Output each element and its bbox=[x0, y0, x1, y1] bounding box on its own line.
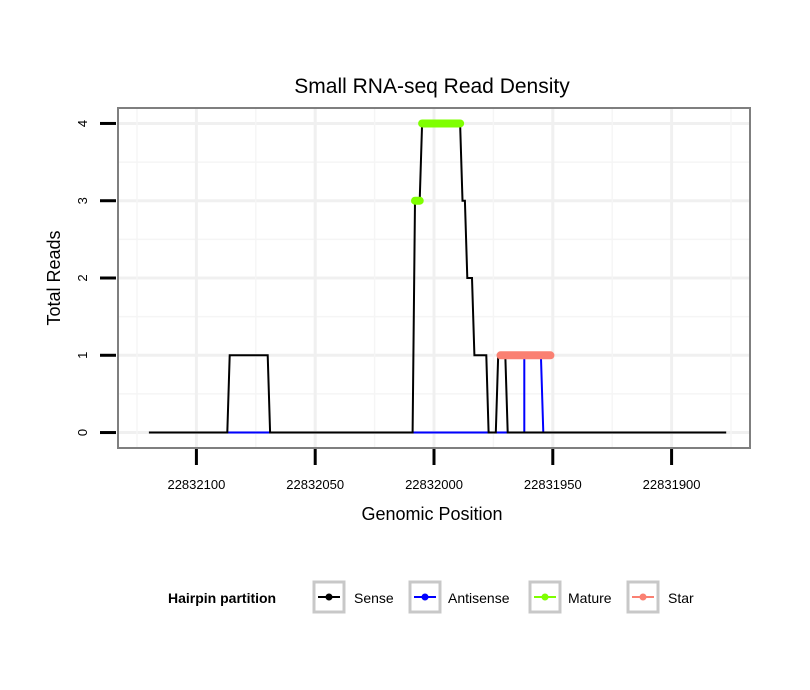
legend-label-sense: Sense bbox=[354, 590, 394, 606]
x-axis-title: Genomic Position bbox=[361, 504, 502, 524]
legend-title: Hairpin partition bbox=[168, 590, 276, 606]
legend-key-dot-mature bbox=[541, 593, 549, 601]
y-tick-label: 2 bbox=[75, 274, 90, 281]
x-tick-label: 22832000 bbox=[405, 477, 463, 492]
y-axis-title: Total Reads bbox=[44, 230, 64, 325]
legend-label-antisense: Antisense bbox=[448, 590, 510, 606]
y-axis: 0 1 2 3 4 bbox=[75, 120, 116, 436]
chart-title: Small RNA-seq Read Density bbox=[294, 75, 570, 98]
data-layer bbox=[148, 119, 727, 434]
legend-key-dot-antisense bbox=[421, 593, 429, 601]
x-tick-label: 22831900 bbox=[643, 477, 701, 492]
y-tick-label: 0 bbox=[75, 429, 90, 436]
x-axis: 22832100 22832050 22832000 22831950 22831900 bbox=[167, 449, 701, 492]
x-tick-label: 22831950 bbox=[524, 477, 582, 492]
x-tick-label: 22832100 bbox=[167, 477, 225, 492]
y-tick-label: 1 bbox=[75, 352, 90, 359]
series-line-sense bbox=[148, 122, 727, 434]
x-tick-label: 22832050 bbox=[286, 477, 344, 492]
y-tick-label: 3 bbox=[75, 197, 90, 204]
legend-key-dot-star bbox=[639, 593, 647, 601]
legend-label-star: Star bbox=[668, 590, 694, 606]
y-tick-label: 4 bbox=[75, 120, 90, 127]
plot-panel-border bbox=[117, 107, 751, 449]
legend: Hairpin partition Sense Antisense Mature St… bbox=[168, 580, 694, 614]
legend-key-dot-sense bbox=[325, 593, 333, 601]
legend-label-mature: Mature bbox=[568, 590, 612, 606]
grid bbox=[118, 108, 750, 448]
